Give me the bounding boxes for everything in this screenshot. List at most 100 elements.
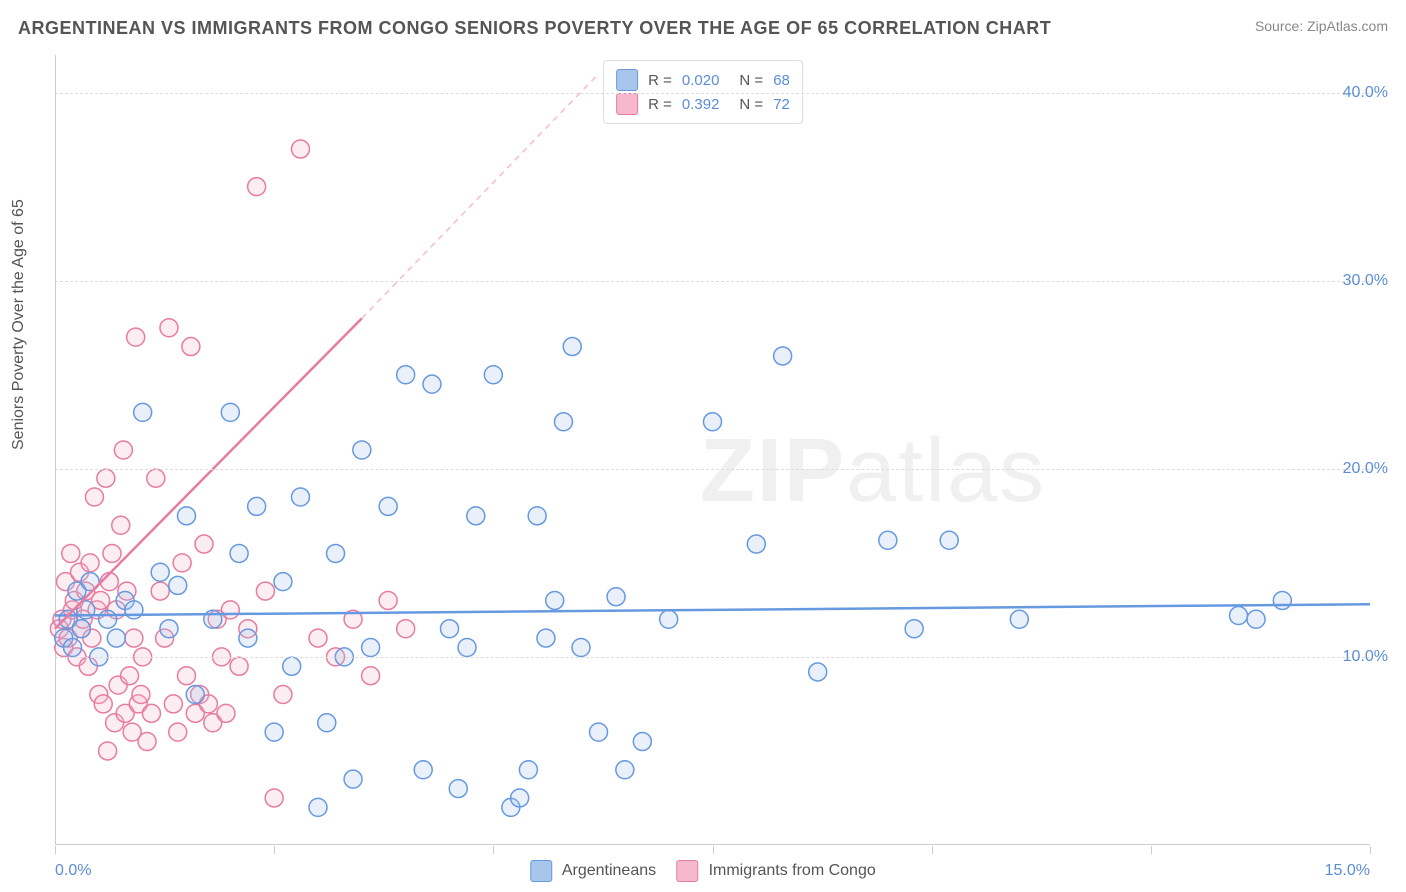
x-tick	[713, 846, 714, 854]
scatter-point-argentineans	[1230, 607, 1248, 625]
scatter-point-argentineans	[160, 620, 178, 638]
y-gridline	[55, 281, 1370, 282]
x-tick	[55, 846, 56, 854]
scatter-point-congo	[291, 140, 309, 158]
scatter-point-argentineans	[134, 403, 152, 421]
scatter-point-argentineans	[774, 347, 792, 365]
y-tick-label: 30.0%	[1343, 272, 1388, 290]
scatter-point-argentineans	[169, 576, 187, 594]
scatter-point-argentineans	[107, 629, 125, 647]
scatter-point-argentineans	[809, 663, 827, 681]
scatter-point-argentineans	[221, 403, 239, 421]
scatter-point-argentineans	[747, 535, 765, 553]
scatter-point-argentineans	[230, 544, 248, 562]
y-axis-label: Seniors Poverty Over the Age of 65	[10, 199, 28, 450]
scatter-point-argentineans	[633, 733, 651, 751]
scatter-point-argentineans	[178, 507, 196, 525]
scatter-point-congo	[362, 667, 380, 685]
y-tick-label: 10.0%	[1343, 648, 1388, 666]
scatter-point-argentineans	[151, 563, 169, 581]
scatter-point-argentineans	[905, 620, 923, 638]
scatter-point-argentineans	[590, 723, 608, 741]
scatter-point-congo	[103, 544, 121, 562]
legend-label-argentineans: Argentineans	[562, 862, 656, 879]
scatter-point-congo	[173, 554, 191, 572]
scatter-point-congo	[265, 789, 283, 807]
scatter-point-argentineans	[1010, 610, 1028, 628]
scatter-point-congo	[397, 620, 415, 638]
scatter-point-argentineans	[239, 629, 257, 647]
scatter-point-argentineans	[528, 507, 546, 525]
scatter-point-congo	[121, 667, 139, 685]
scatter-point-argentineans	[467, 507, 485, 525]
scatter-point-argentineans	[327, 544, 345, 562]
scatter-point-argentineans	[344, 770, 362, 788]
scatter-point-argentineans	[660, 610, 678, 628]
scatter-point-argentineans	[64, 639, 82, 657]
x-tick	[932, 846, 933, 854]
scatter-point-argentineans	[458, 639, 476, 657]
scatter-point-argentineans	[362, 639, 380, 657]
series-legend: Argentineans Immigrants from Congo	[530, 860, 875, 882]
scatter-point-argentineans	[414, 761, 432, 779]
scatter-point-argentineans	[274, 573, 292, 591]
trend-line-argentineans	[55, 604, 1370, 615]
y-gridline	[55, 93, 1370, 94]
scatter-point-argentineans	[519, 761, 537, 779]
scatter-plot-svg	[55, 55, 1370, 845]
legend-swatch-argentineans	[616, 69, 638, 91]
scatter-point-congo	[99, 742, 117, 760]
legend-swatch-argentineans	[530, 860, 552, 882]
scatter-point-argentineans	[291, 488, 309, 506]
scatter-point-argentineans	[125, 601, 143, 619]
scatter-point-argentineans	[186, 686, 204, 704]
x-tick	[1151, 846, 1152, 854]
scatter-point-argentineans	[484, 366, 502, 384]
x-tick	[274, 846, 275, 854]
y-gridline	[55, 657, 1370, 658]
scatter-point-argentineans	[879, 531, 897, 549]
scatter-point-argentineans	[397, 366, 415, 384]
scatter-point-congo	[138, 733, 156, 751]
scatter-point-argentineans	[546, 591, 564, 609]
scatter-point-argentineans	[265, 723, 283, 741]
scatter-point-congo	[164, 695, 182, 713]
scatter-point-congo	[85, 488, 103, 506]
x-tick-label: 0.0%	[55, 862, 91, 880]
x-tick	[493, 846, 494, 854]
scatter-point-congo	[195, 535, 213, 553]
scatter-point-congo	[132, 686, 150, 704]
source-label: Source: ZipAtlas.com	[1255, 18, 1388, 34]
scatter-point-congo	[125, 629, 143, 647]
scatter-point-congo	[221, 601, 239, 619]
y-tick-label: 20.0%	[1343, 460, 1388, 478]
scatter-point-argentineans	[318, 714, 336, 732]
scatter-point-congo	[62, 544, 80, 562]
scatter-point-argentineans	[537, 629, 555, 647]
x-tick-label: 15.0%	[1325, 862, 1370, 880]
scatter-point-argentineans	[1247, 610, 1265, 628]
scatter-point-congo	[160, 319, 178, 337]
scatter-point-argentineans	[283, 657, 301, 675]
scatter-point-argentineans	[616, 761, 634, 779]
chart-title: ARGENTINEAN VS IMMIGRANTS FROM CONGO SEN…	[18, 18, 1051, 39]
scatter-point-argentineans	[554, 413, 572, 431]
scatter-point-congo	[81, 554, 99, 572]
scatter-point-argentineans	[704, 413, 722, 431]
scatter-point-congo	[379, 591, 397, 609]
scatter-point-congo	[309, 629, 327, 647]
scatter-point-argentineans	[99, 610, 117, 628]
scatter-point-congo	[248, 178, 266, 196]
scatter-point-congo	[151, 582, 169, 600]
legend-label-congo: Immigrants from Congo	[709, 862, 876, 879]
scatter-point-argentineans	[563, 338, 581, 356]
scatter-point-congo	[169, 723, 187, 741]
scatter-point-congo	[114, 441, 132, 459]
scatter-point-argentineans	[72, 620, 90, 638]
x-tick	[1370, 846, 1371, 854]
scatter-point-congo	[97, 469, 115, 487]
scatter-point-congo	[217, 704, 235, 722]
scatter-point-argentineans	[309, 798, 327, 816]
scatter-point-congo	[274, 686, 292, 704]
scatter-point-congo	[112, 516, 130, 534]
